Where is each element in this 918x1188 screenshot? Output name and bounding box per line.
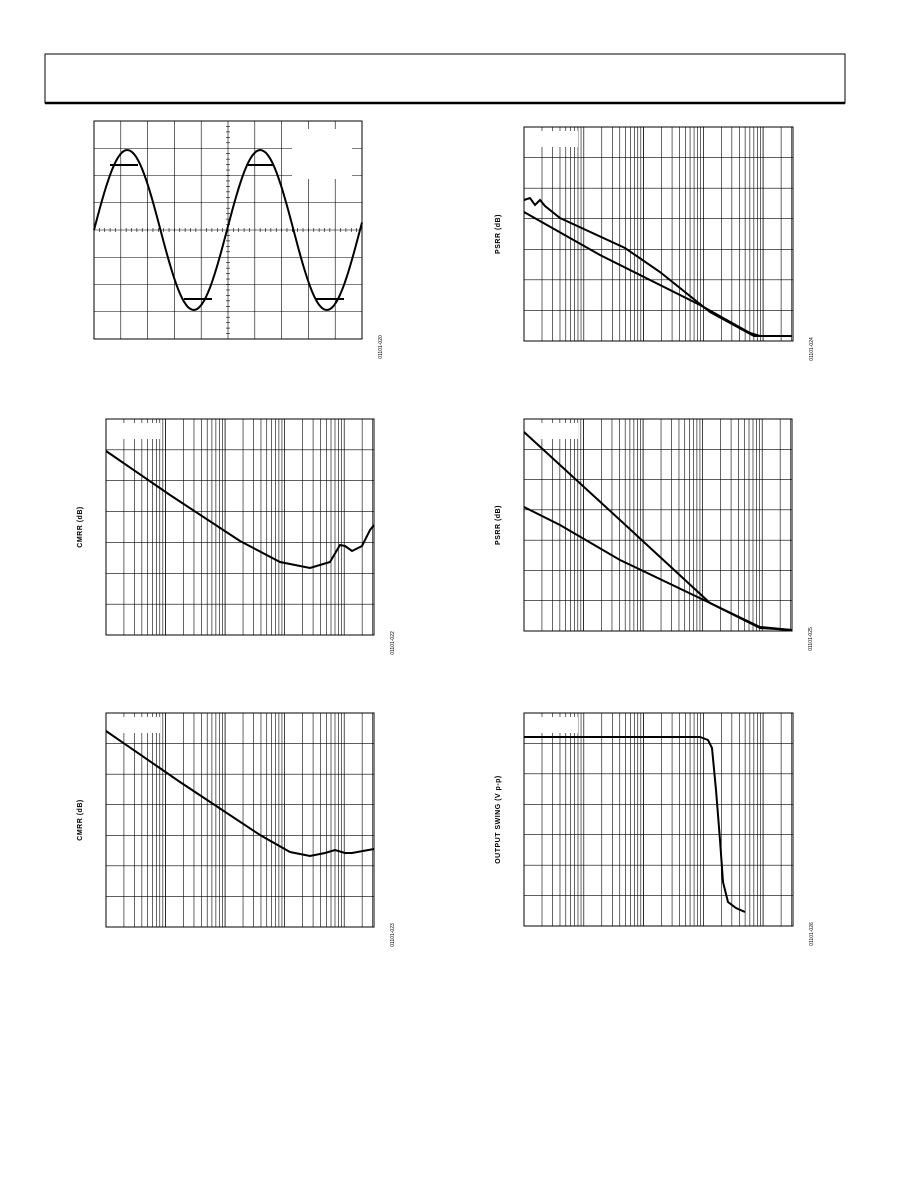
figure: CMRR (dB) 01101-022	[77, 418, 396, 655]
figure: PSRR (dB) 01101-024	[495, 126, 815, 361]
plot-frame	[523, 126, 794, 342]
legend-area	[536, 717, 578, 733]
curve	[523, 431, 793, 631]
figure: CMRR (dB) 01101-023	[77, 712, 396, 947]
y-axis-label: OUTPUT SWING (V p-p)	[495, 775, 502, 864]
curve	[523, 211, 761, 337]
y-axis-label: PSRR (dB)	[495, 214, 502, 254]
plot-frame	[523, 418, 793, 632]
y-axis-label: PSRR (dB)	[495, 505, 502, 545]
curve	[524, 736, 746, 913]
figure: 01101-020	[93, 120, 384, 359]
curve	[105, 450, 375, 570]
legend-area	[536, 131, 578, 147]
y-axis-label: CMRR (dB)	[77, 506, 84, 547]
figure-code: 01101-023	[390, 923, 396, 947]
plot-frame	[105, 712, 375, 928]
curve	[523, 196, 792, 337]
legend-area	[536, 423, 578, 439]
legend-area	[118, 717, 160, 733]
y-axis-label: CMRR (dB)	[77, 799, 84, 840]
header-box	[44, 53, 846, 104]
figure: PSRR (dB) 01101-025	[495, 418, 814, 651]
plot-frame	[523, 712, 794, 927]
legend-area	[292, 129, 352, 179]
curve	[105, 730, 375, 858]
figure-code: 01101-025	[808, 627, 814, 651]
figure-code: 01101-024	[809, 337, 815, 361]
waveform	[93, 148, 363, 312]
figure-code: 01101-020	[378, 335, 384, 359]
curve	[523, 506, 793, 631]
figure: OUTPUT SWING (V p-p) 01101-026	[495, 712, 815, 946]
figure-code: 01101-026	[809, 922, 815, 946]
plot-frame	[105, 418, 375, 636]
legend-area	[118, 423, 160, 439]
figure-code: 01101-022	[390, 631, 396, 655]
